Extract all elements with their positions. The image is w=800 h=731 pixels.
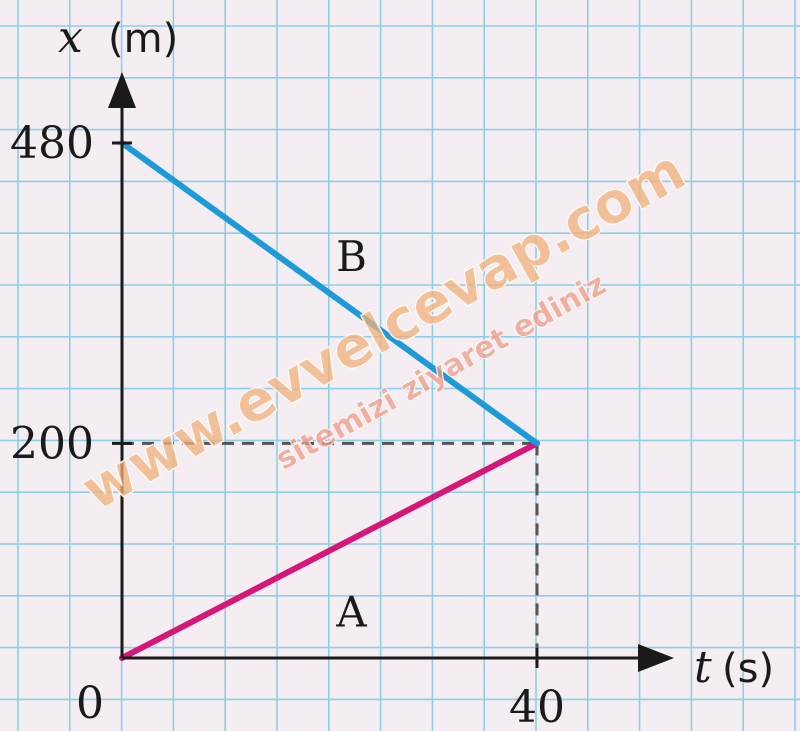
series-label-b: B xyxy=(336,232,367,281)
reference-guides xyxy=(122,441,539,658)
y-tick-label-200: 200 xyxy=(10,418,94,469)
series-line-b xyxy=(119,140,540,447)
x-axis-unit: (s) xyxy=(722,646,774,692)
series-layer: AB xyxy=(119,140,540,661)
x-tick-label-40: 40 xyxy=(509,682,565,731)
x-axis-variable: t xyxy=(694,642,712,693)
origin-label: 0 xyxy=(76,678,104,729)
y-axis-unit: (m) xyxy=(108,16,178,62)
y-axis-arrow-icon xyxy=(108,72,136,108)
y-tick-label-480: 480 xyxy=(10,118,94,169)
y-axis-variable: x xyxy=(58,12,83,63)
ticks: 480 200 40 xyxy=(10,118,565,731)
x-axis-arrow-icon xyxy=(638,644,674,672)
axes xyxy=(108,72,674,672)
series-line-a xyxy=(119,440,540,661)
series-label-a: A xyxy=(335,588,367,637)
